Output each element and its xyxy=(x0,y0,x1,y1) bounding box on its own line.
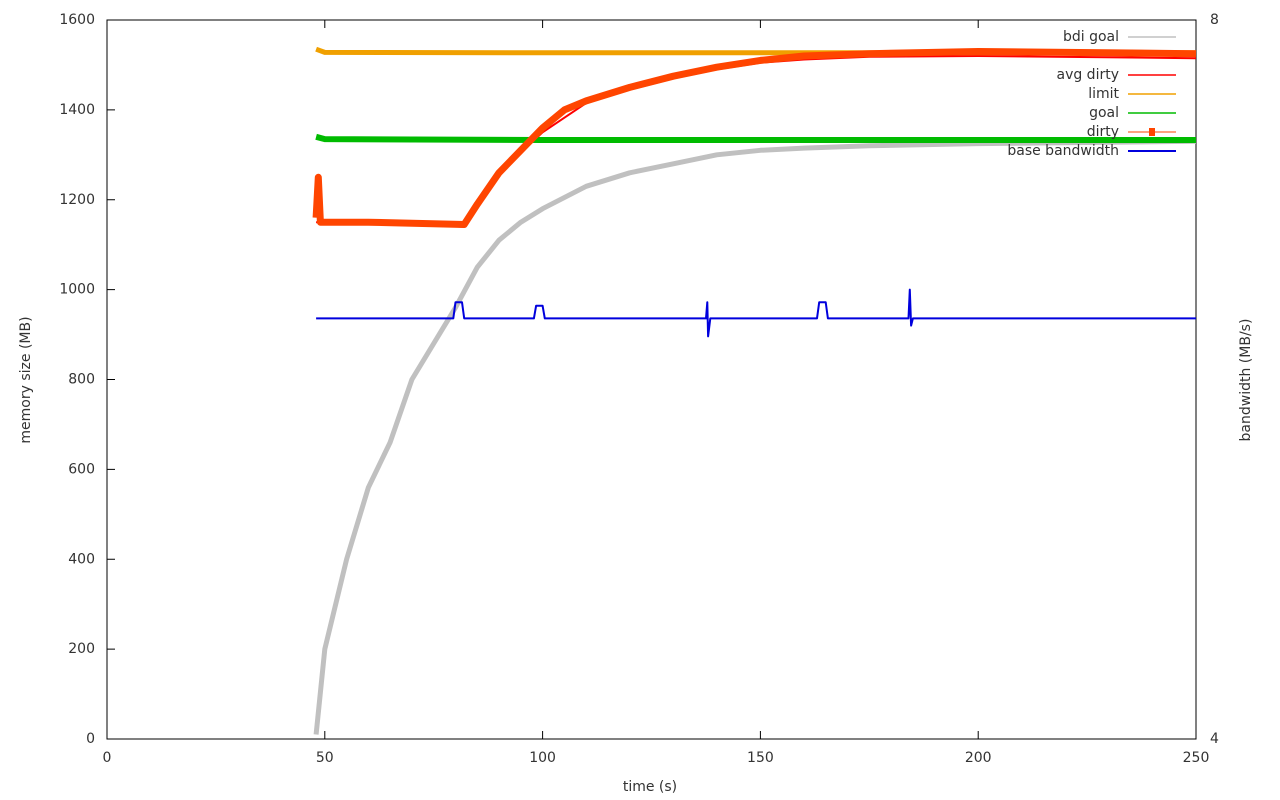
y-tick-label: 0 xyxy=(86,731,95,747)
x-tick-label: 50 xyxy=(316,750,334,766)
y-tick-label: 1000 xyxy=(59,282,95,298)
x-tick-label: 200 xyxy=(965,750,992,766)
x-tick-label: 250 xyxy=(1183,750,1210,766)
legend-label: base bandwidth xyxy=(1007,143,1119,159)
series-line xyxy=(312,48,1197,228)
y2-axis-label: bandwidth (MB/s) xyxy=(1238,319,1254,442)
x-tick-label: 150 xyxy=(747,750,774,766)
y-tick-label: 400 xyxy=(68,551,95,567)
legend-label: dirty xyxy=(1087,124,1119,140)
y-tick-label: 1600 xyxy=(59,12,95,28)
x-tick-label: 100 xyxy=(529,750,556,766)
series-line xyxy=(315,133,1196,143)
legend-label: avg dirty xyxy=(1056,67,1119,83)
y2-tick-label: 4 xyxy=(1210,731,1219,747)
y-axis-label: memory size (MB) xyxy=(18,316,34,443)
legend-label: limit xyxy=(1088,86,1119,102)
legend-label: bdi goal xyxy=(1063,29,1119,45)
y-tick-label: 1400 xyxy=(59,102,95,118)
legend-swatch xyxy=(1149,128,1155,136)
y-tick-label: 200 xyxy=(68,641,95,657)
plot-frame xyxy=(106,19,1197,740)
y-tick-label: 800 xyxy=(68,372,95,388)
y2-tick-label: 8 xyxy=(1210,12,1219,28)
x-tick-label: 0 xyxy=(103,750,112,766)
y-tick-label: 600 xyxy=(68,461,95,477)
y-tick-label: 1200 xyxy=(59,192,95,208)
series-line xyxy=(313,138,1197,735)
series-line xyxy=(316,288,1196,338)
legend-label: goal xyxy=(1089,105,1119,121)
x-axis-label: time (s) xyxy=(623,779,677,795)
